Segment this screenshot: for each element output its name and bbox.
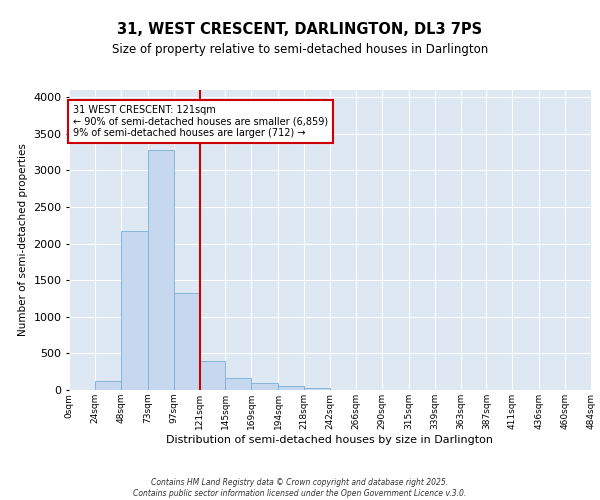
Y-axis label: Number of semi-detached properties: Number of semi-detached properties	[17, 144, 28, 336]
X-axis label: Distribution of semi-detached houses by size in Darlington: Distribution of semi-detached houses by …	[167, 434, 493, 444]
Bar	[121, 231, 148, 390]
Text: Contains HM Land Registry data © Crown copyright and database right 2025.
Contai: Contains HM Land Registry data © Crown c…	[133, 478, 467, 498]
Text: 31 WEST CRESCENT: 121sqm
← 90% of semi-detached houses are smaller (6,859)
9% of: 31 WEST CRESCENT: 121sqm ← 90% of semi-d…	[73, 104, 328, 138]
Bar	[148, 150, 173, 390]
Bar	[226, 378, 251, 390]
Bar	[251, 382, 278, 390]
Bar	[278, 386, 304, 390]
Text: 31, WEST CRESCENT, DARLINGTON, DL3 7PS: 31, WEST CRESCENT, DARLINGTON, DL3 7PS	[118, 22, 482, 38]
Bar	[95, 381, 121, 390]
Text: Size of property relative to semi-detached houses in Darlington: Size of property relative to semi-detach…	[112, 42, 488, 56]
Bar	[304, 388, 330, 390]
Bar	[199, 362, 226, 390]
Bar	[173, 292, 199, 390]
